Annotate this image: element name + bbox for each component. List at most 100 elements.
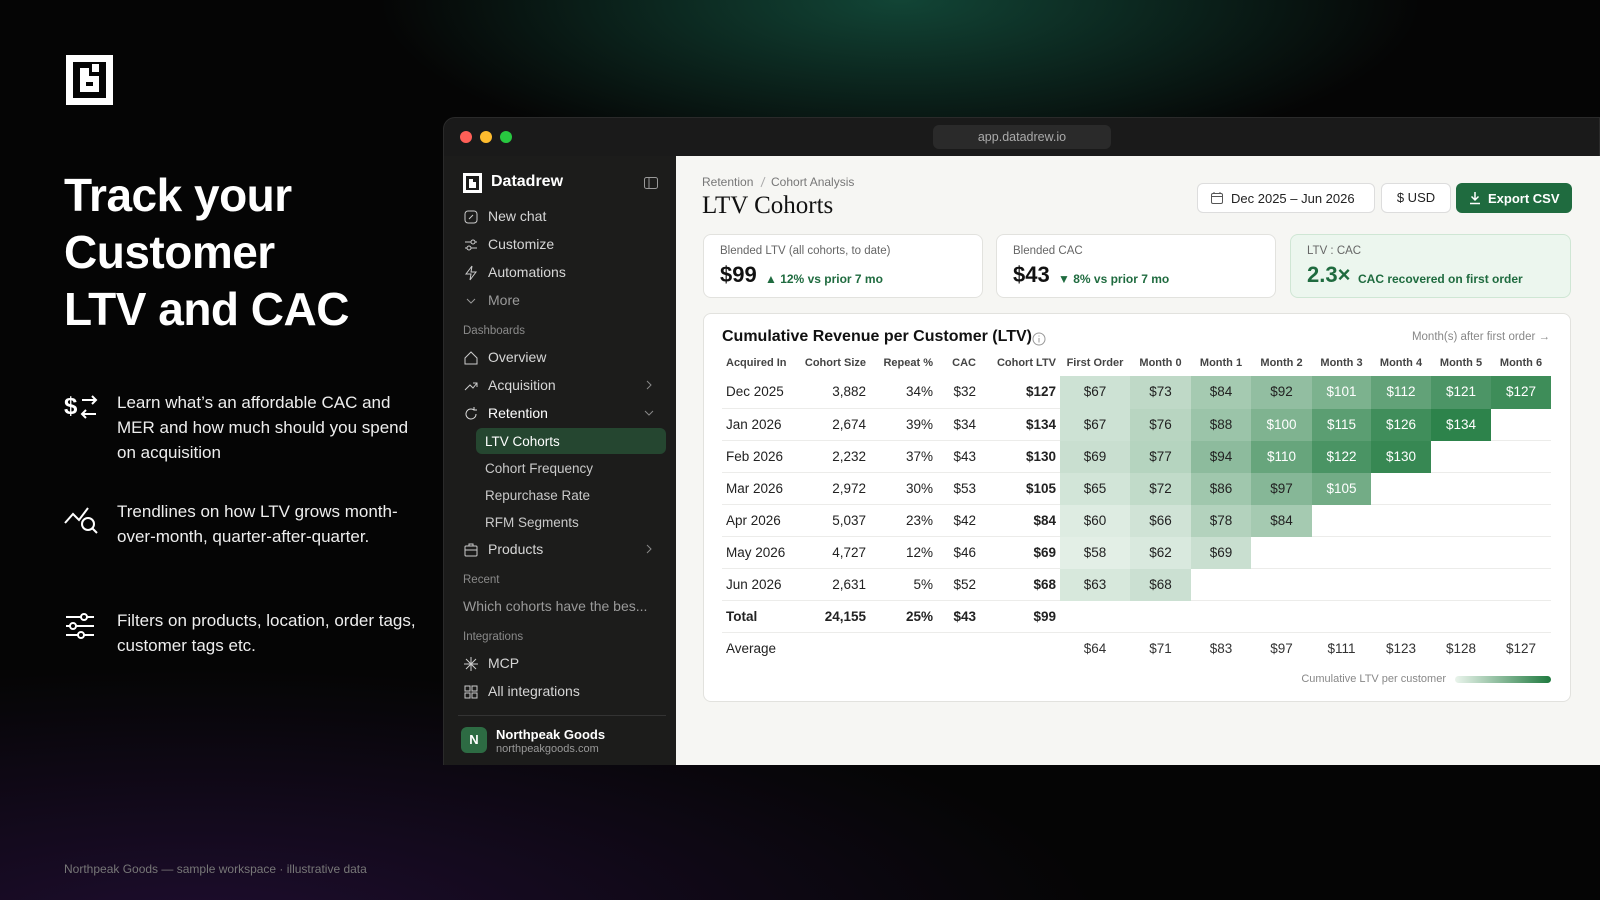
recent-chat[interactable]: Which cohorts have the bes... [463, 598, 648, 614]
heat-cell: $115 [1312, 408, 1371, 441]
empty-cell [1371, 536, 1431, 569]
nav-item[interactable]: Acquisition [488, 377, 556, 393]
heat-cell: $77 [1130, 440, 1191, 473]
nav-item[interactable]: Overview [488, 349, 547, 365]
cell: 39% [870, 408, 937, 441]
cell: $43 [937, 440, 980, 473]
feature-text: Trendlines on how LTV grows month-over-m… [117, 502, 398, 546]
icon [464, 657, 478, 671]
icon [464, 382, 478, 391]
icon [464, 210, 478, 224]
empty-cell [1431, 504, 1491, 537]
empty-cell [870, 632, 937, 664]
heat-cell: $134 [1431, 408, 1491, 441]
empty-cell [1371, 472, 1431, 505]
empty-cell [800, 632, 870, 664]
column-header: Month 4 [1379, 357, 1423, 369]
cell: 2,232 [800, 440, 870, 473]
average-cell: $71 [1149, 640, 1172, 656]
close-button[interactable] [460, 131, 472, 143]
heat-cell: $100 [1251, 408, 1312, 441]
kpi-delta: ▼ 8% vs prior 7 mo [1058, 272, 1170, 286]
sidebar [444, 156, 676, 765]
cell: $69 [980, 536, 1060, 569]
info-icon[interactable] [1032, 332, 1048, 348]
nav-item[interactable]: Automations [488, 264, 566, 280]
empty-cell [1491, 600, 1551, 633]
account-domain: northpeakgoods.com [496, 743, 599, 755]
column-header: Cohort LTV [996, 357, 1056, 369]
breadcrumb[interactable]: Retention [702, 175, 754, 189]
column-header: Month 6 [1499, 357, 1543, 369]
cell: May 2026 [722, 536, 800, 569]
url-bar[interactable]: app.datadrew.io [933, 125, 1111, 149]
icon [464, 685, 478, 699]
minimize-button[interactable] [480, 131, 492, 143]
feature-icon: $ [64, 393, 98, 420]
logo [66, 55, 113, 105]
nav-item[interactable]: Products [488, 541, 544, 557]
empty-cell [1312, 504, 1371, 537]
column-header: Repeat % [883, 357, 933, 369]
account-avatar[interactable]: N [461, 727, 487, 753]
download-icon [1470, 192, 1480, 205]
kpi-label: Blended CAC [1013, 245, 1083, 257]
average-cell: $128 [1445, 640, 1477, 656]
cell: 37% [870, 440, 937, 473]
date-range: Dec 2025 – Jun 2026 [1231, 191, 1355, 206]
heat-cell: $67 [1060, 376, 1130, 409]
nav-item[interactable]: New chat [488, 208, 547, 224]
svg-text:$: $ [64, 393, 78, 420]
cell: $34 [937, 408, 980, 441]
heat-cell: $68 [1130, 568, 1191, 601]
feature-icon [64, 507, 98, 534]
currency-select[interactable]: $ USD [1381, 183, 1451, 213]
nav-subitem[interactable]: LTV Cohorts [485, 434, 560, 449]
cell: $46 [937, 536, 980, 569]
breadcrumb: Cohort Analysis [771, 175, 855, 189]
nav-subitem[interactable]: RFM Segments [485, 515, 579, 530]
heat-cell: $112 [1371, 376, 1431, 409]
hero-title: Customer [64, 226, 275, 278]
kpi-label: Blended LTV (all cohorts, to date) [720, 245, 891, 257]
collapse-sidebar[interactable] [643, 175, 659, 191]
page-title: LTV Cohorts [702, 192, 834, 219]
feature-text: Learn what’s an affordable CAC and MER a… [117, 393, 409, 462]
axis-note: Month(s) after first order → [1411, 331, 1550, 343]
heat-cell: $69 [1191, 536, 1251, 569]
breadcrumb-separator [760, 176, 766, 188]
heat-cell: $84 [1251, 504, 1312, 537]
nav-subitem[interactable]: Repurchase Rate [485, 488, 591, 503]
date-picker[interactable] [1197, 183, 1375, 213]
kpi-delta: ▲ 12% vs prior 7 mo [765, 272, 883, 286]
average-cell: $123 [1385, 640, 1417, 656]
cell: 2,631 [800, 568, 870, 601]
nav-item[interactable]: Customize [488, 236, 555, 252]
column-header: Month 0 [1139, 357, 1182, 369]
total-cell: Total [722, 600, 800, 633]
heat-cell: $88 [1191, 408, 1251, 441]
empty-cell [1491, 408, 1551, 441]
nav-item[interactable]: More [488, 292, 520, 308]
total-cell: $43 [937, 600, 980, 633]
hero-title: LTV and CAC [64, 283, 349, 335]
heat-cell: $127 [1491, 376, 1551, 409]
heat-cell: $84 [1191, 376, 1251, 409]
account-name[interactable]: Northpeak Goods [496, 727, 606, 742]
chevron [646, 380, 652, 390]
cohort-row: Feb 2026 2,232 37% $43 $130 $69 $77 $94 $110 $122… [722, 440, 1551, 473]
icon [464, 543, 478, 557]
cohort-row: May 2026 4,727 12% $46 $69 $58 $62 $69 [722, 536, 1551, 569]
total-cell: 25% [870, 600, 937, 633]
cell: 12% [870, 536, 937, 569]
icon [464, 351, 478, 365]
nav-item[interactable]: All integrations [488, 683, 580, 699]
maximize-button[interactable] [500, 131, 512, 143]
nav-item[interactable]: Retention [488, 405, 548, 421]
nav-item[interactable]: MCP [488, 655, 520, 671]
hero-title: Track your [64, 169, 292, 221]
icon [466, 298, 476, 304]
cell: Jun 2026 [722, 568, 800, 601]
nav-subitem[interactable]: Cohort Frequency [485, 461, 594, 476]
export-label: Export CSV [1488, 191, 1560, 206]
